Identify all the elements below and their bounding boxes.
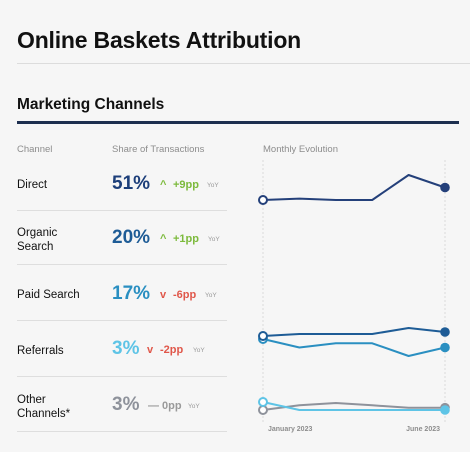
trend-up-icon: ^ [160,233,167,245]
share-value: 3% [112,338,140,359]
channel-row-other-channels: Other Channels* 3% — 0pp YoY [17,377,227,431]
series-line-other-channels [262,402,445,411]
channel-name-line2: Channels* [17,408,71,420]
series-line-referrals [262,401,445,411]
section-divider [17,121,459,124]
channel-name-line1: Other [17,394,46,406]
column-header-channel: Channel [17,144,53,155]
delta-value: +1pp [173,233,199,245]
start-point-referrals [258,397,268,407]
channel-name-line1: Referrals [17,345,64,357]
yoy-label: YoY [208,236,220,243]
chart-series [258,174,450,415]
x-tick-label-end: June 2023 [406,426,440,433]
delta-value: -6pp [173,289,197,301]
channel-row-direct: Direct 51% ^ +9pp YoY [17,170,227,210]
channel-name: Paid Search [17,288,107,302]
trend-down-icon: v [147,344,154,356]
share-value: 17% [112,283,151,304]
channel-name: Other Channels* [17,393,107,421]
chart-x-axis: January 2023 June 2023 [268,426,440,433]
start-point-direct [258,195,268,205]
channel-name-line1: Organic [17,227,58,239]
end-point-referrals [440,405,450,415]
channel-name-line1: Paid Search [17,289,80,301]
share-value: 3% [112,394,140,415]
end-point-paid-search [440,342,450,353]
yoy-label: YoY [205,292,217,299]
channel-row-paid-search: Paid Search 17% v -6pp YoY [17,265,227,320]
series-line-direct [262,174,446,201]
end-point-organic-search [440,327,450,337]
trend-up-icon: ^ [160,179,167,191]
page-title: Online Baskets Attribution [17,27,302,53]
row-divider [17,431,227,432]
section-title: Marketing Channels [17,96,165,113]
series-line-paid-search [262,338,446,357]
row-divider [17,264,227,265]
channel-name: Referrals [17,344,107,358]
x-tick-label-start: January 2023 [268,426,312,433]
series-line-organic-search [262,327,446,337]
yoy-label: YoY [207,182,219,189]
trend-down-icon: v [160,289,167,301]
channel-name: Direct [17,178,107,192]
start-point-organic-search [258,331,268,341]
channel-name: Organic Search [17,226,107,254]
channel-row-organic-search: Organic Search 20% ^ +1pp YoY [17,211,227,264]
channel-name-line2: Search [17,241,54,253]
channel-row-referrals: Referrals 3% v -2pp YoY [17,321,227,376]
title-divider [17,63,470,64]
trend-flat-icon: — [148,400,159,412]
row-divider [17,376,227,377]
yoy-label: YoY [188,403,200,410]
delta-value: 0pp [162,400,182,412]
column-header-evolution: Monthly Evolution [263,144,338,155]
row-divider [17,210,227,211]
share-value: 51% [112,173,151,194]
yoy-label: YoY [193,347,205,354]
delta-value: +9pp [173,179,199,191]
column-header-share: Share of Transactions [112,144,205,155]
row-divider [17,320,227,321]
share-value: 20% [112,227,151,248]
end-point-direct [440,182,450,193]
delta-value: -2pp [160,344,184,356]
channel-name-line1: Direct [17,179,48,191]
start-point-other-channels [258,405,268,415]
